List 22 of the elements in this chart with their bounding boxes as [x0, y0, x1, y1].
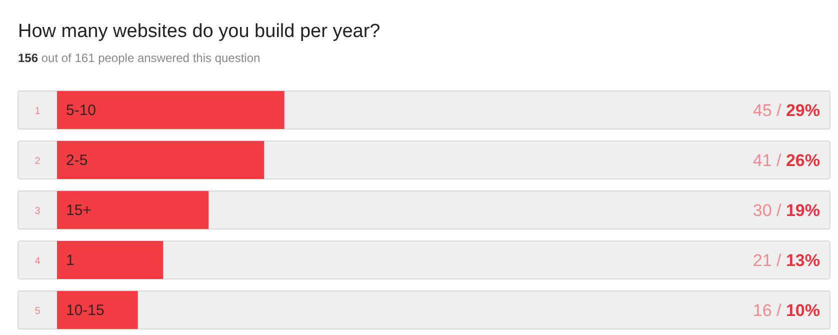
text: 1: [34, 106, 41, 117]
bar: [57, 241, 164, 279]
data-label: 21 / 13%: [752, 251, 820, 270]
data-label: 30 / 19%: [752, 201, 820, 220]
chart-subtitle: 156 out of 161 people answered this question: [18, 51, 260, 65]
text: 4: [34, 256, 41, 267]
bar: [57, 141, 264, 179]
text: 2: [34, 156, 41, 167]
y-tick-label: 15+: [66, 202, 92, 219]
bar: [57, 291, 138, 329]
bar: [57, 91, 284, 129]
y-tick-label: 5-10: [66, 102, 96, 119]
data-label: 16 / 10%: [752, 301, 820, 320]
y-tick-label: 10-15: [66, 302, 104, 319]
text: 3: [34, 206, 41, 217]
data-label: 45 / 29%: [752, 101, 820, 120]
text: 5: [34, 306, 41, 317]
data-label: 41 / 26%: [752, 151, 820, 170]
y-tick-label: 2-5: [66, 152, 88, 169]
y-tick-label: 1: [66, 252, 74, 269]
chart-title: How many websites do you build per year?: [18, 21, 380, 42]
bar: [57, 191, 209, 229]
